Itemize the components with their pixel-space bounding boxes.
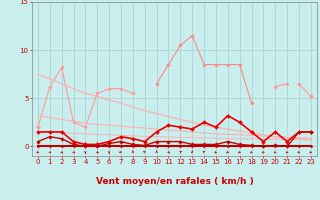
X-axis label: Vent moyen/en rafales ( km/h ): Vent moyen/en rafales ( km/h ) (96, 177, 253, 186)
